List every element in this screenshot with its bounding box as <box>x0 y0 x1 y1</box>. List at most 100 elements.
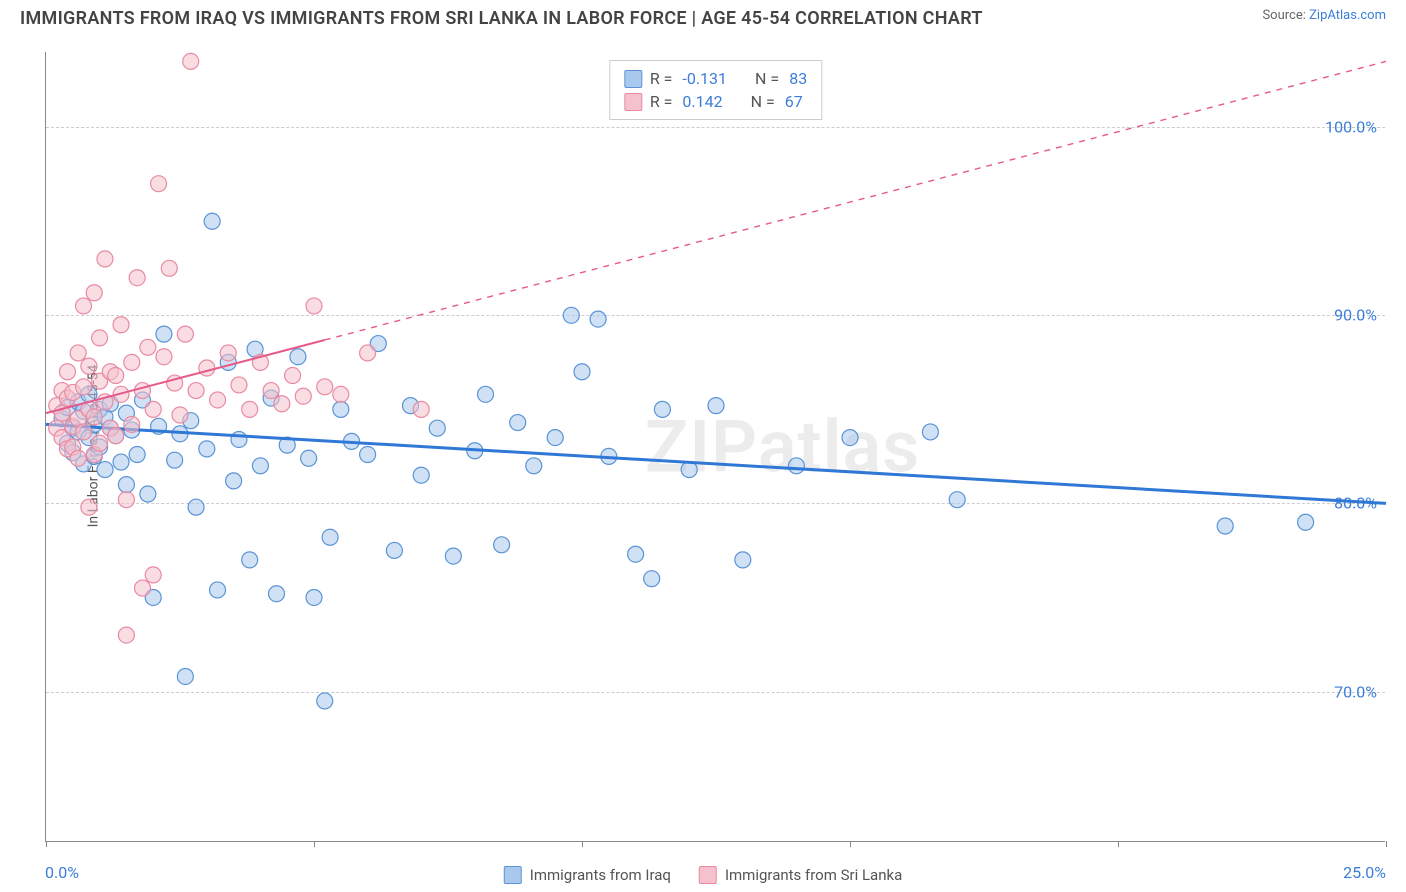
data-point <box>134 580 150 596</box>
correlation-chart: IMMIGRANTS FROM IRAQ VS IMMIGRANTS FROM … <box>0 0 1406 892</box>
data-point <box>306 589 322 605</box>
data-point <box>161 260 177 276</box>
data-point <box>92 330 108 346</box>
data-point <box>788 458 804 474</box>
data-point <box>231 377 247 393</box>
data-point <box>86 285 102 301</box>
data-point <box>1217 518 1233 534</box>
title-bar: IMMIGRANTS FROM IRAQ VS IMMIGRANTS FROM … <box>0 0 1406 33</box>
data-point <box>360 345 376 361</box>
legend-swatch-1 <box>504 866 522 884</box>
data-point <box>177 326 193 342</box>
data-point <box>177 668 193 684</box>
data-point <box>231 431 247 447</box>
n-label-1: N = <box>755 69 779 88</box>
data-point <box>949 492 965 508</box>
trend-line-dashed <box>325 61 1386 340</box>
legend-item-2: Immigrants from Sri Lanka <box>699 866 902 884</box>
x-tick <box>46 841 47 847</box>
n-value-1: 83 <box>789 69 807 88</box>
data-point <box>922 424 938 440</box>
data-point <box>145 567 161 583</box>
data-point <box>76 298 92 314</box>
data-point <box>76 379 92 395</box>
data-point <box>97 462 113 478</box>
data-point <box>76 424 92 440</box>
data-point <box>263 383 279 399</box>
source-link[interactable]: ZipAtlas.com <box>1309 8 1386 23</box>
x-tick <box>850 841 851 847</box>
stats-row-series-2: R = 0.142 N = 67 <box>624 90 807 113</box>
data-point <box>1298 514 1314 530</box>
r-label-1: R = <box>650 69 673 88</box>
x-tick <box>314 841 315 847</box>
data-point <box>124 416 140 432</box>
data-point <box>322 529 338 545</box>
data-point <box>124 354 140 370</box>
data-point <box>360 447 376 463</box>
data-point <box>81 358 97 374</box>
data-point <box>156 349 172 365</box>
data-point <box>118 477 134 493</box>
data-point <box>285 368 301 384</box>
r-value-2: 0.142 <box>682 92 722 111</box>
data-point <box>478 386 494 402</box>
r-label-2: R = <box>650 92 673 111</box>
data-point <box>654 401 670 417</box>
swatch-series-1 <box>624 70 642 88</box>
data-point <box>226 473 242 489</box>
data-point <box>145 401 161 417</box>
data-point <box>274 396 290 412</box>
legend-label-1: Immigrants from Iraq <box>530 866 671 884</box>
data-point <box>86 409 102 425</box>
data-point <box>81 499 97 515</box>
data-point <box>167 452 183 468</box>
chart-title: IMMIGRANTS FROM IRAQ VS IMMIGRANTS FROM … <box>20 8 983 29</box>
data-point <box>70 450 86 466</box>
data-point <box>70 345 86 361</box>
n-value-2: 67 <box>785 92 803 111</box>
data-point <box>151 176 167 192</box>
data-point <box>134 383 150 399</box>
data-point <box>140 339 156 355</box>
data-point <box>129 270 145 286</box>
data-point <box>97 251 113 267</box>
legend-swatch-2 <box>699 866 717 884</box>
data-point <box>526 458 542 474</box>
data-point <box>563 307 579 323</box>
data-point <box>156 326 172 342</box>
data-point <box>306 298 322 314</box>
x-tick <box>1118 841 1119 847</box>
data-point <box>188 383 204 399</box>
data-point <box>413 467 429 483</box>
data-point <box>204 213 220 229</box>
stats-row-series-1: R = -0.131 N = 83 <box>624 67 807 90</box>
data-point <box>317 693 333 709</box>
data-point <box>547 430 563 446</box>
data-point <box>140 486 156 502</box>
data-point <box>333 401 349 417</box>
data-point <box>172 407 188 423</box>
data-point <box>590 311 606 327</box>
data-point <box>628 546 644 562</box>
series-legend: Immigrants from Iraq Immigrants from Sri… <box>504 866 903 884</box>
data-point <box>188 499 204 515</box>
data-point <box>242 401 258 417</box>
data-point <box>108 368 124 384</box>
data-point <box>183 53 199 69</box>
data-point <box>445 548 461 564</box>
data-point <box>574 364 590 380</box>
data-point <box>413 401 429 417</box>
svg-layer <box>46 52 1385 841</box>
plot-area: ZIPatlas R = -0.131 N = 83 R = 0.142 N =… <box>45 52 1385 842</box>
stats-legend: R = -0.131 N = 83 R = 0.142 N = 67 <box>609 60 822 120</box>
data-point <box>295 388 311 404</box>
x-axis-max-label: 25.0% <box>1343 863 1386 882</box>
data-point <box>92 435 108 451</box>
data-point <box>59 364 75 380</box>
data-point <box>129 447 145 463</box>
data-point <box>842 430 858 446</box>
data-point <box>210 582 226 598</box>
data-point <box>118 492 134 508</box>
data-point <box>644 571 660 587</box>
